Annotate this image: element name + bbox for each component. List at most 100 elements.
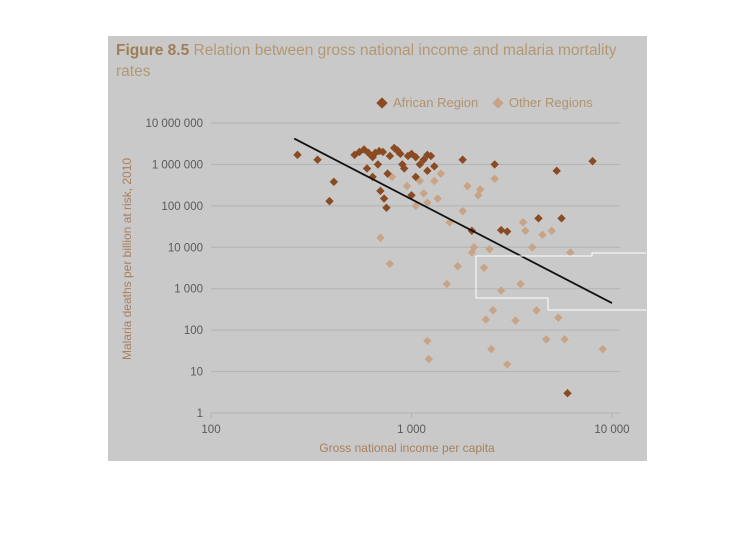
x-tick-labels: 100 1 000 10 000 xyxy=(201,424,629,436)
other-regions-point xyxy=(532,306,541,315)
other-regions-point xyxy=(487,344,496,354)
other-regions-point xyxy=(479,263,489,272)
other-regions-point xyxy=(423,198,432,207)
african-region-point xyxy=(400,164,409,173)
trend-line xyxy=(293,137,613,304)
african-region-point xyxy=(364,148,373,158)
other-regions-point xyxy=(518,218,528,227)
trend-line-group xyxy=(293,137,613,304)
african-region-point xyxy=(552,166,561,176)
african-region-point xyxy=(588,156,597,166)
other-regions-point xyxy=(538,230,547,240)
other-regions-point xyxy=(463,181,472,191)
african-region-point xyxy=(557,214,566,223)
african-region-point xyxy=(325,196,334,206)
other-regions-point xyxy=(488,306,498,315)
african-region-point xyxy=(293,150,302,160)
y-tick-labels: 1 10 100 1 000 10 000 100 000 1 000 000 10 000 … xyxy=(145,118,203,420)
other-regions-point xyxy=(442,279,452,289)
data-points xyxy=(293,143,608,398)
x-tick-label: 100 xyxy=(201,424,220,436)
figure-label: Figure 8.5 xyxy=(116,42,190,59)
other-regions-point xyxy=(424,354,434,364)
other-regions-point xyxy=(433,194,442,203)
other-regions-point xyxy=(554,313,563,322)
grid-lines xyxy=(210,122,620,418)
african-region-point xyxy=(379,194,389,203)
other-regions-point xyxy=(419,189,428,198)
other-regions-point xyxy=(387,172,397,182)
african-region-point xyxy=(430,162,439,171)
other-regions-point xyxy=(453,261,462,271)
african-region-point xyxy=(378,147,388,157)
african-region-point xyxy=(383,169,392,178)
other-regions-point xyxy=(560,335,569,344)
african-region-point xyxy=(563,389,572,398)
african-region-point xyxy=(368,172,377,182)
african-region-point xyxy=(458,155,467,164)
other-regions-point xyxy=(496,286,506,295)
y-tick-label: 100 000 xyxy=(161,201,203,213)
african-region-point xyxy=(415,160,424,169)
chart-legend: African Region Other Regions xyxy=(376,95,605,110)
other-regions-point xyxy=(436,169,445,178)
african-region-point xyxy=(411,152,420,162)
african-region-point xyxy=(385,151,395,161)
other-regions-point xyxy=(502,360,512,369)
y-axis-label: Malaria deaths per billion at risk, 2010 xyxy=(120,158,134,360)
chart-panel xyxy=(108,36,647,461)
other-regions-point xyxy=(475,185,485,194)
other-regions-point xyxy=(469,243,479,252)
y-tick-label: 1 xyxy=(197,408,203,420)
other-regions-point xyxy=(445,218,454,227)
other-regions-point xyxy=(490,174,499,183)
other-regions-point xyxy=(430,176,439,186)
african-region-point xyxy=(362,164,372,173)
legend-item-other: Other Regions xyxy=(492,95,593,110)
african-region-point xyxy=(426,151,436,161)
legend-label-other: Other Regions xyxy=(508,95,593,110)
figure-title-text: Relation between gross national income a… xyxy=(116,42,617,80)
african-region-point xyxy=(393,146,402,155)
callout-outline-top xyxy=(476,252,646,257)
y-tick-label: 1 000 000 xyxy=(152,159,203,171)
african-region-point xyxy=(396,149,405,159)
other-regions-point xyxy=(481,315,491,324)
y-tick-label: 10 000 xyxy=(168,242,203,254)
other-regions-point xyxy=(516,279,525,289)
african-region-point xyxy=(329,177,339,187)
other-regions-point xyxy=(511,316,520,325)
other-regions-point xyxy=(547,226,556,235)
y-tick-label: 100 xyxy=(184,325,203,337)
callout-outline xyxy=(475,256,646,311)
african-region-point xyxy=(490,160,499,169)
other-regions-point xyxy=(598,344,608,354)
african-region-point xyxy=(403,151,413,161)
other-regions-point xyxy=(385,259,395,268)
other-regions-point xyxy=(528,243,537,252)
x-tick-label: 10 000 xyxy=(594,424,629,436)
other-regions-point xyxy=(542,335,551,344)
other-regions-point xyxy=(376,233,385,242)
other-regions-point xyxy=(521,226,530,235)
legend-label-african: African Region xyxy=(393,95,479,110)
african-region-point xyxy=(382,203,391,212)
other-regions-point xyxy=(402,181,412,191)
y-tick-label: 10 xyxy=(190,367,203,379)
legend-item-african: African Region xyxy=(376,95,479,110)
x-axis-label: Gross national income per capita xyxy=(319,441,495,455)
african-region-point xyxy=(502,227,512,236)
other-regions-point xyxy=(485,244,494,254)
other-regions-point xyxy=(566,248,575,257)
african-region-point xyxy=(534,214,543,223)
callout-box xyxy=(475,252,646,311)
other-regions-point xyxy=(411,201,420,211)
other-regions-point xyxy=(458,206,467,216)
african-region-point xyxy=(411,172,420,182)
y-tick-label: 1 000 xyxy=(174,284,203,296)
other-regions-point xyxy=(423,336,432,346)
african-region-point xyxy=(423,166,432,176)
figure-title: Figure 8.5 Relation between gross nation… xyxy=(116,40,636,82)
african-region-point xyxy=(407,149,416,159)
